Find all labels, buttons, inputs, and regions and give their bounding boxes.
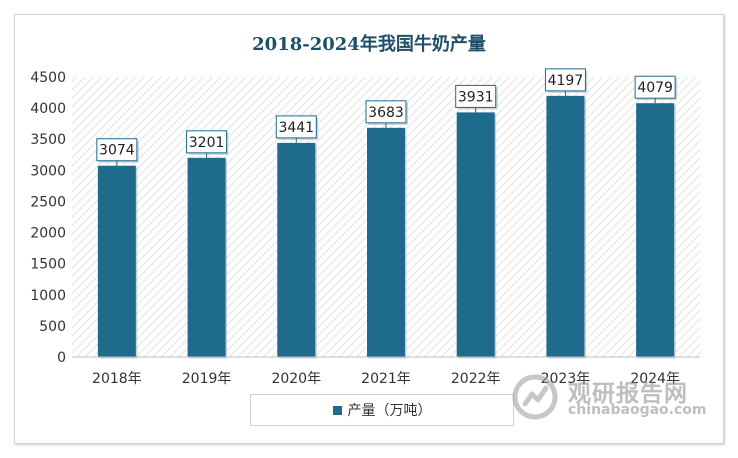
data-label: 3683 (368, 105, 404, 121)
y-tick-label: 0 (57, 350, 66, 366)
y-tick-label: 3500 (30, 132, 66, 148)
legend: 产量（万吨） (250, 394, 514, 426)
legend-swatch (332, 405, 342, 415)
bar (456, 112, 495, 357)
watermark-cn-text: 观研报告网 (568, 381, 688, 407)
y-tick-label: 4000 (30, 101, 66, 117)
bar (636, 103, 675, 357)
x-tick-label: 2023年 (541, 371, 591, 387)
watermark-logo-icon (512, 374, 558, 420)
bar (546, 95, 585, 357)
x-tick-label: 2022年 (451, 371, 501, 387)
x-tick-label: 2019年 (182, 371, 232, 387)
data-label: 4197 (548, 73, 584, 89)
data-label: 3201 (189, 135, 225, 151)
bar (367, 127, 405, 357)
y-tick-label: 1000 (30, 288, 66, 304)
y-tick-label: 3000 (30, 163, 66, 179)
watermark: 观研报告网 chinabaogao.com (512, 372, 712, 422)
legend-label: 产量（万吨） (347, 403, 432, 419)
y-tick-label: 500 (39, 319, 66, 335)
x-tick-label: 2018年 (92, 371, 142, 387)
bar (277, 142, 316, 357)
y-tick-label: 4500 (30, 70, 66, 86)
watermark-en-text: chinabaogao.com (568, 402, 707, 418)
data-label: 3074 (99, 143, 135, 159)
x-tick-label: 2021年 (361, 371, 411, 387)
bar (97, 165, 136, 357)
data-label: 4079 (637, 80, 673, 96)
chart-title: 2018-2024年我国牛奶产量 (252, 34, 486, 55)
x-tick-label: 2020年 (271, 371, 321, 387)
data-label: 3441 (278, 120, 314, 136)
data-label: 3931 (458, 89, 494, 105)
y-tick-label: 1500 (30, 257, 66, 273)
y-tick-label: 2000 (30, 226, 66, 242)
bar (187, 157, 226, 357)
y-tick-label: 2500 (30, 194, 66, 210)
x-tick-label: 2024年 (630, 371, 680, 387)
